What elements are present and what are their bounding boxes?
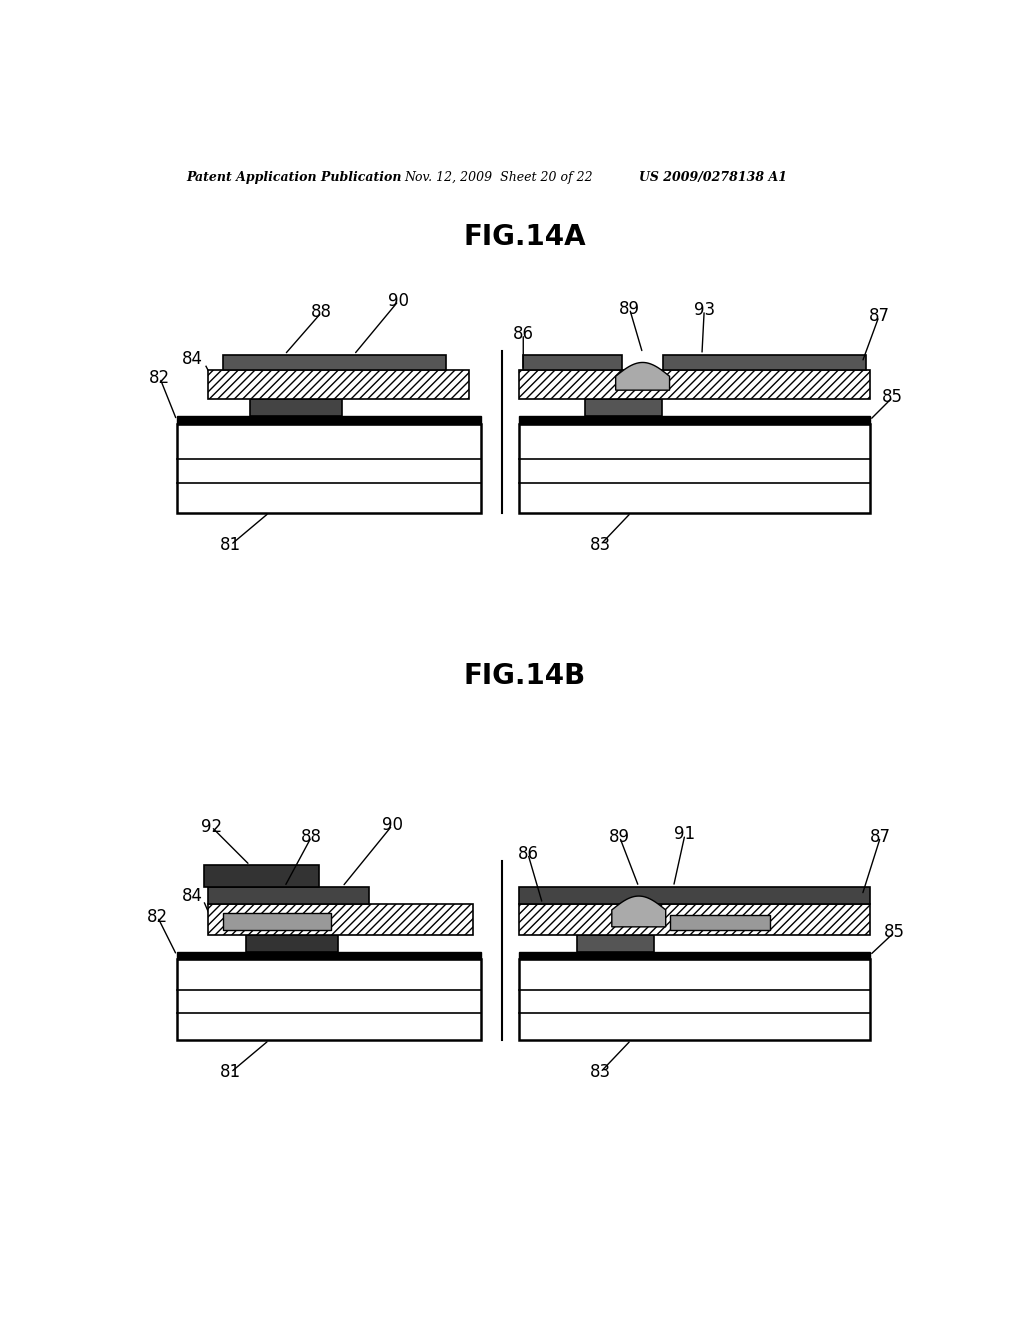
Text: 87: 87 — [868, 308, 890, 325]
Bar — [250, 400, 342, 416]
Text: 83: 83 — [590, 536, 611, 554]
Text: 81: 81 — [220, 1064, 242, 1081]
Bar — [204, 866, 319, 887]
Text: 93: 93 — [693, 301, 715, 319]
Text: 82: 82 — [147, 908, 168, 925]
Text: 85: 85 — [884, 923, 905, 941]
Text: 90: 90 — [388, 292, 409, 310]
Polygon shape — [615, 363, 670, 391]
Text: FIG.14B: FIG.14B — [464, 661, 586, 690]
Text: FIG.14A: FIG.14A — [464, 223, 586, 251]
Text: 86: 86 — [517, 845, 539, 863]
Bar — [670, 915, 770, 929]
Bar — [246, 935, 339, 952]
Bar — [519, 424, 869, 512]
Text: 89: 89 — [609, 828, 630, 846]
Bar — [578, 935, 654, 952]
Text: 84: 84 — [181, 350, 203, 367]
Text: 81: 81 — [220, 536, 242, 554]
Bar — [519, 370, 869, 400]
Text: Nov. 12, 2009  Sheet 20 of 22: Nov. 12, 2009 Sheet 20 of 22 — [403, 172, 593, 185]
Bar — [177, 952, 481, 960]
Text: 85: 85 — [883, 388, 903, 407]
Bar — [585, 400, 662, 416]
Bar — [519, 904, 869, 935]
Text: 91: 91 — [675, 825, 695, 843]
Bar — [519, 416, 869, 424]
Bar — [223, 913, 331, 929]
Bar — [664, 355, 866, 370]
Bar — [177, 424, 481, 512]
Text: 86: 86 — [513, 325, 534, 343]
Bar — [177, 960, 481, 1040]
Bar — [208, 887, 370, 904]
Bar — [177, 416, 481, 424]
Text: 82: 82 — [150, 368, 170, 387]
Bar — [208, 370, 469, 400]
Text: 89: 89 — [620, 300, 640, 318]
Polygon shape — [611, 896, 666, 927]
Text: 83: 83 — [590, 1064, 611, 1081]
Bar — [519, 887, 869, 904]
Bar — [519, 960, 869, 1040]
Text: Patent Application Publication: Patent Application Publication — [186, 172, 401, 185]
Text: 92: 92 — [201, 818, 222, 836]
Bar — [223, 355, 446, 370]
Text: 88: 88 — [301, 828, 322, 846]
Text: 90: 90 — [382, 816, 402, 834]
Bar — [523, 355, 622, 370]
Text: 84: 84 — [181, 887, 203, 906]
Text: 87: 87 — [870, 828, 891, 846]
Text: 88: 88 — [311, 304, 332, 321]
Text: US 2009/0278138 A1: US 2009/0278138 A1 — [639, 172, 786, 185]
Bar — [208, 904, 473, 935]
Bar — [519, 952, 869, 960]
